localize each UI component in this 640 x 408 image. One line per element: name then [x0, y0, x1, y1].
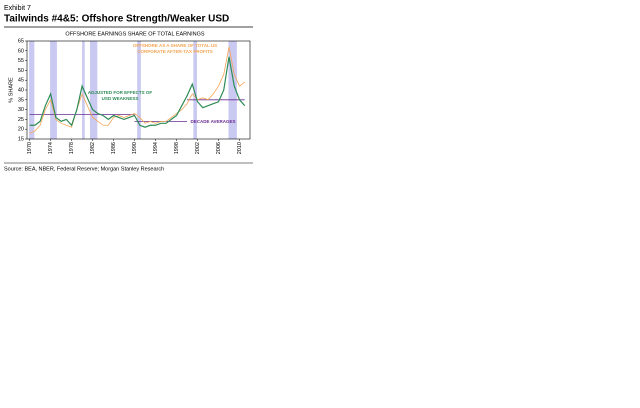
- x-tick-label: 1994: [153, 142, 159, 154]
- series-line: [29, 46, 245, 134]
- x-tick-label: 1998: [174, 142, 180, 154]
- y-tick-label: 55: [18, 58, 24, 64]
- x-tick-label: 1982: [90, 142, 96, 154]
- recession-band: [228, 41, 237, 139]
- legend-label: OFFSHORE AS A SHARE OF TOTAL US CORPORATE…: [133, 43, 217, 54]
- y-tick-label: 30: [18, 107, 24, 113]
- recession-band: [89, 41, 98, 139]
- source-note: Source: BEA, NBER, Federal Reserve; Morg…: [4, 166, 164, 172]
- series-line: [29, 56, 246, 128]
- y-tick-label: 45: [18, 78, 24, 84]
- x-tick-label: 1974: [48, 142, 54, 154]
- legend-label: DECADE AVERAGES: [190, 119, 235, 124]
- y-tick-label: 60: [18, 48, 24, 54]
- y-tick-label: 40: [18, 87, 24, 93]
- x-tick-label: 1986: [111, 142, 117, 154]
- y-tick-label: 35: [18, 97, 24, 103]
- exhibit-heading: Tailwinds #4&5: Offshore Strength/Weaker…: [4, 14, 229, 25]
- y-tick-label: 65: [18, 38, 24, 44]
- y-tick-label: 25: [18, 117, 24, 123]
- x-tick-label: 2006: [216, 142, 222, 154]
- x-tick-label: 1990: [132, 142, 138, 154]
- chart-title: OFFSHORE EARNINGS SHARE OF TOTAL EARNING…: [65, 31, 204, 37]
- x-tick-label: 2010: [237, 142, 243, 154]
- y-tick-label: 50: [18, 68, 24, 74]
- y-tick-label: 15: [18, 136, 24, 142]
- recession-band: [29, 41, 35, 139]
- legend-label: ADJUSTED FOR EFFECTS OF USD WEAKNESS: [88, 90, 153, 101]
- exhibit-number: Exhibit 7: [4, 5, 31, 12]
- y-tick-label: 20: [18, 127, 24, 133]
- x-tick-label: 1978: [69, 142, 75, 154]
- recession-band: [193, 41, 198, 139]
- recession-band: [50, 41, 57, 139]
- x-tick-label: 1970: [27, 142, 33, 154]
- recession-band: [137, 41, 141, 139]
- y-axis-label: % SHARE: [8, 77, 14, 103]
- x-tick-label: 2002: [195, 142, 201, 154]
